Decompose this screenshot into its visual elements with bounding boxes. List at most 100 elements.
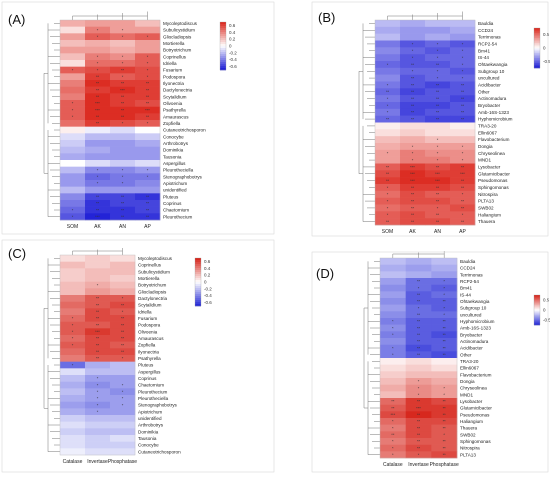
heatmap-cell <box>110 341 136 349</box>
colorbar-tick: 0 <box>229 44 232 49</box>
significance-mark: ** <box>461 96 465 101</box>
significance-mark: ** <box>96 342 100 347</box>
row-label: RCP2-54 <box>460 279 479 284</box>
heatmap-cell <box>110 213 136 221</box>
significance-mark: ** <box>121 207 125 212</box>
significance-mark: * <box>462 144 464 149</box>
colorbar-tick: 0.6 <box>204 259 211 264</box>
heatmap-cell <box>400 95 426 103</box>
colorbar-tick: -0.2 <box>204 286 212 291</box>
significance-mark: ** <box>146 201 150 206</box>
colorbar-tick: 0 <box>543 308 546 313</box>
colorbar-frame <box>533 294 541 326</box>
significance-mark: ** <box>411 62 415 67</box>
colorbar-step <box>534 315 540 317</box>
heatmap-cell <box>375 129 401 137</box>
significance-mark: * <box>97 27 99 32</box>
heatmap-cell <box>380 364 406 372</box>
row-label: Dactylonectria <box>138 296 168 301</box>
heatmap-cell <box>60 60 86 67</box>
significance-mark: ** <box>417 425 421 430</box>
significance-mark: *** <box>120 87 125 92</box>
colorbar-step <box>195 260 201 263</box>
heatmap-cell <box>450 88 476 96</box>
colorbar-step <box>534 29 540 32</box>
heatmap-cell <box>380 404 406 412</box>
heatmap-cell <box>85 93 111 101</box>
row-label: CCD24 <box>478 28 494 33</box>
heatmap-cell <box>450 26 476 34</box>
row-label: Bm41 <box>478 48 490 53</box>
heatmap-cell <box>450 211 476 219</box>
significance-mark: ** <box>443 332 447 337</box>
significance-mark: ** <box>443 412 447 417</box>
significance-mark: * <box>122 309 124 314</box>
heatmap-cell <box>375 122 401 130</box>
heatmap-cell <box>400 20 426 28</box>
heatmap-cell <box>431 411 458 419</box>
significance-mark: *** <box>435 171 440 176</box>
significance-mark: * <box>72 101 74 106</box>
heatmap-cell <box>425 163 451 171</box>
heatmap-cell <box>375 163 401 171</box>
colorbar-step <box>220 58 226 61</box>
heatmap-cell <box>85 193 111 201</box>
heatmap-cell <box>425 115 451 123</box>
heatmap-cell <box>450 129 476 137</box>
heatmap-cell <box>380 318 406 325</box>
colorbar-step <box>195 280 201 283</box>
heatmap-cell <box>85 395 111 402</box>
heatmap-cell <box>85 381 111 389</box>
row-label: Ilyonectria <box>138 349 159 354</box>
heatmap-cell <box>60 173 86 181</box>
significance-mark: * <box>97 389 99 394</box>
row-label: Mycoleptodiscus <box>138 256 173 261</box>
heatmap-cell <box>380 304 406 312</box>
heatmap-cell <box>425 20 451 28</box>
significance-mark: ** <box>146 214 150 219</box>
colorbar-step <box>534 313 540 316</box>
significance-mark: * <box>147 174 149 179</box>
heatmap-border <box>59 19 161 221</box>
colorbar-step <box>534 306 540 308</box>
significance-mark: ** <box>417 312 421 317</box>
heatmap-cell <box>380 391 406 399</box>
significance-mark: * <box>122 402 124 407</box>
row-label: Lysobacter <box>460 399 483 404</box>
heatmap-border <box>59 254 136 456</box>
heatmap-cell <box>375 40 401 48</box>
heatmap-cell <box>110 261 136 269</box>
heatmap-cell <box>85 388 111 396</box>
heatmap-cell <box>431 344 458 352</box>
row-label: Hyphomicrobium <box>478 117 513 122</box>
row-label: Cutaneotrichosporon <box>163 128 206 133</box>
colorbar-step <box>534 44 540 47</box>
significance-mark: * <box>97 409 99 414</box>
heatmap-cell <box>425 190 451 198</box>
heatmap-cell <box>450 143 476 151</box>
heatmap-cell <box>380 324 406 332</box>
significance-mark: ** <box>417 352 421 357</box>
row-label: Lysobacter <box>478 165 501 170</box>
row-label: Bm41 <box>460 286 472 291</box>
heatmap-cell <box>85 288 111 296</box>
significance-mark: * <box>72 214 74 219</box>
heatmap-cell <box>110 93 136 101</box>
heatmap-cell <box>85 160 111 167</box>
significance-mark: ** <box>443 419 447 424</box>
heatmap-cell <box>431 404 458 412</box>
row-label: Pseudomonas <box>460 412 490 417</box>
heatmap-cell <box>60 301 86 309</box>
heatmap-cell <box>431 384 458 392</box>
row-label: Glutamicibacter <box>460 406 492 411</box>
row-label: Apiotrichum <box>163 181 187 186</box>
heatmap-cell <box>60 368 86 376</box>
heatmap-cell <box>110 381 136 389</box>
significance-mark: ** <box>443 319 447 324</box>
column-dendrogram <box>72 11 148 20</box>
significance-mark: * <box>443 279 445 284</box>
heatmap-cell <box>450 115 476 123</box>
heatmap-cell <box>60 100 86 107</box>
significance-mark: * <box>392 445 394 450</box>
heatmap-cell <box>405 424 432 432</box>
